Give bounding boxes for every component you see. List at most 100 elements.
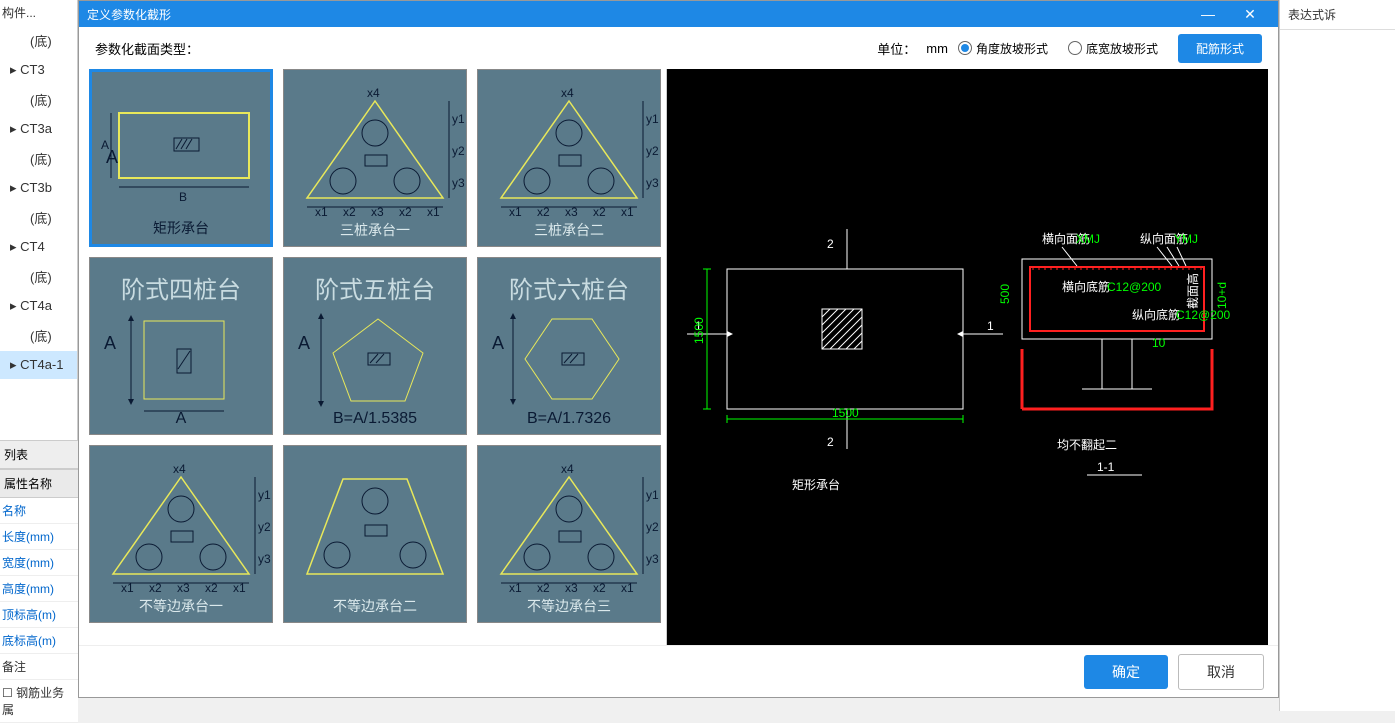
section-gallery[interactable]: ABA矩形承台x1x2x3x2x1x4y1y2y3三桩承台一x1x2x3x2x1… xyxy=(89,69,667,645)
tree-item[interactable]: (底) xyxy=(0,202,77,233)
section-card[interactable]: 阶式六桩台AB=A/1.7326 xyxy=(477,257,661,435)
svg-text:y1: y1 xyxy=(646,112,659,126)
svg-text:截面高: 截面高 xyxy=(1185,273,1200,309)
section-card[interactable]: x1x2x3x2x1x4y1y2y3不等边承台一 xyxy=(89,445,273,623)
svg-text:x2: x2 xyxy=(537,205,550,219)
property-row[interactable]: 备注 xyxy=(0,654,78,680)
tree-header: 构件... xyxy=(0,0,77,25)
section-card[interactable]: 阶式五桩台AB=A/1.5385 xyxy=(283,257,467,435)
property-row[interactable]: 底标高(m) xyxy=(0,628,78,654)
svg-text:x2: x2 xyxy=(205,581,218,595)
svg-text:x2: x2 xyxy=(399,205,412,219)
svg-text:1-1: 1-1 xyxy=(1097,460,1115,474)
tree-item[interactable]: (底) xyxy=(0,25,77,56)
svg-text:y1: y1 xyxy=(646,488,659,502)
svg-text:x2: x2 xyxy=(149,581,162,595)
property-row[interactable]: 宽度(mm) xyxy=(0,550,78,576)
svg-text:y3: y3 xyxy=(452,176,465,190)
preview-pane: 1 1 2 2 1500 1500 矩 xyxy=(667,69,1268,645)
minimize-button[interactable]: — xyxy=(1188,2,1228,26)
svg-text:x4: x4 xyxy=(561,462,574,476)
svg-text:x2: x2 xyxy=(537,581,550,595)
tree-item[interactable]: ▸ CT3a xyxy=(0,115,77,143)
svg-text:x1: x1 xyxy=(621,205,634,219)
svg-text:2: 2 xyxy=(827,237,834,251)
svg-text:x1: x1 xyxy=(233,581,246,595)
svg-text:x1: x1 xyxy=(315,205,328,219)
radio-angle-slope[interactable]: 角度放坡形式 xyxy=(958,40,1048,57)
property-header-name: 属性名称 xyxy=(0,469,78,498)
tree-item[interactable]: (底) xyxy=(0,261,77,292)
tree-item[interactable]: ▸ CT4a-1 xyxy=(0,351,77,379)
svg-text:x2: x2 xyxy=(343,205,356,219)
property-row[interactable]: 长度(mm) xyxy=(0,524,78,550)
section-card[interactable]: x1x2x3x2x1x4y1y2y3三桩承台二 xyxy=(477,69,661,247)
tree-item[interactable]: ▸ CT3 xyxy=(0,56,77,84)
property-row[interactable]: 高度(mm) xyxy=(0,576,78,602)
type-label: 参数化截面类型： xyxy=(95,39,199,58)
svg-text:2: 2 xyxy=(827,435,834,449)
svg-text:纵向底筋: 纵向底筋 xyxy=(1132,307,1180,322)
svg-text:500: 500 xyxy=(998,284,1012,304)
tree-item[interactable]: (底) xyxy=(0,320,77,351)
svg-text:y2: y2 xyxy=(646,144,659,158)
section-card[interactable]: ABA矩形承台 xyxy=(89,69,273,247)
radio-dot-icon xyxy=(958,41,972,55)
property-row[interactable]: 名称 xyxy=(0,498,78,524)
svg-text:x2: x2 xyxy=(593,205,606,219)
svg-text:y3: y3 xyxy=(646,552,659,566)
svg-text:y2: y2 xyxy=(646,520,659,534)
dialog-toolbar: 参数化截面类型： 单位： mm 角度放坡形式 底宽放坡形式 配筋形式 xyxy=(79,27,1278,69)
section-card[interactable]: 不等边承台二 xyxy=(283,445,467,623)
close-button[interactable]: ✕ xyxy=(1230,2,1270,26)
section-card[interactable]: x1x2x3x2x1x4y1y2y3不等边承台三 xyxy=(477,445,661,623)
svg-text:x1: x1 xyxy=(121,581,134,595)
tree-item[interactable]: ▸ CT3b xyxy=(0,174,77,202)
cancel-button[interactable]: 取消 xyxy=(1178,654,1264,690)
parametric-section-dialog: 定义参数化截形 — ✕ 参数化截面类型： 单位： mm 角度放坡形式 底宽放坡形… xyxy=(78,0,1279,698)
property-row[interactable]: ☐ 钢筋业务属 xyxy=(0,680,78,723)
unit-label: 单位： xyxy=(877,39,916,58)
svg-text:10: 10 xyxy=(1152,336,1166,350)
property-row[interactable]: 顶标高(m) xyxy=(0,602,78,628)
svg-text:x1: x1 xyxy=(427,205,440,219)
svg-text:x4: x4 xyxy=(367,86,380,100)
svg-text:x1: x1 xyxy=(621,581,634,595)
section-card[interactable]: 阶式四桩台AA xyxy=(89,257,273,435)
dialog-title: 定义参数化截形 xyxy=(87,6,171,23)
svg-text:y1: y1 xyxy=(258,488,271,502)
svg-text:y1: y1 xyxy=(452,112,465,126)
svg-text:1500: 1500 xyxy=(692,317,706,344)
property-group: 列表 xyxy=(0,440,78,469)
property-list: 列表 属性名称 名称长度(mm)宽度(mm)高度(mm)顶标高(m)底标高(m)… xyxy=(0,440,78,723)
unit-value: mm xyxy=(926,41,948,56)
svg-text:C12@200: C12@200 xyxy=(1107,280,1162,294)
right-panel: 表达式诉 xyxy=(1279,0,1395,711)
svg-text:10+d: 10+d xyxy=(1215,282,1229,309)
svg-text:B: B xyxy=(179,190,187,204)
expression-tab[interactable]: 表达式诉 xyxy=(1280,0,1395,30)
tree-item[interactable]: (底) xyxy=(0,84,77,115)
ok-button[interactable]: 确定 xyxy=(1084,655,1168,689)
rebar-form-button[interactable]: 配筋形式 xyxy=(1178,34,1262,63)
svg-text:x3: x3 xyxy=(177,581,190,595)
svg-text:x1: x1 xyxy=(509,581,522,595)
dialog-titlebar: 定义参数化截形 — ✕ xyxy=(79,1,1278,27)
tree-item[interactable]: ▸ CT4 xyxy=(0,233,77,261)
radio-dot-icon xyxy=(1068,41,1082,55)
svg-text:y3: y3 xyxy=(646,176,659,190)
dialog-footer: 确定 取消 xyxy=(79,645,1278,697)
svg-text:x2: x2 xyxy=(593,581,606,595)
svg-text:x4: x4 xyxy=(561,86,574,100)
svg-text:C12@200: C12@200 xyxy=(1176,308,1231,322)
svg-text:横向底筋: 横向底筋 xyxy=(1062,279,1110,294)
svg-text:y3: y3 xyxy=(258,552,271,566)
svg-text:x3: x3 xyxy=(565,205,578,219)
radio-width-slope[interactable]: 底宽放坡形式 xyxy=(1068,40,1158,57)
svg-text:x4: x4 xyxy=(173,462,186,476)
svg-text:x3: x3 xyxy=(371,205,384,219)
svg-text:x3: x3 xyxy=(565,581,578,595)
tree-item[interactable]: (底) xyxy=(0,143,77,174)
tree-item[interactable]: ▸ CT4a xyxy=(0,292,77,320)
section-card[interactable]: x1x2x3x2x1x4y1y2y3三桩承台一 xyxy=(283,69,467,247)
